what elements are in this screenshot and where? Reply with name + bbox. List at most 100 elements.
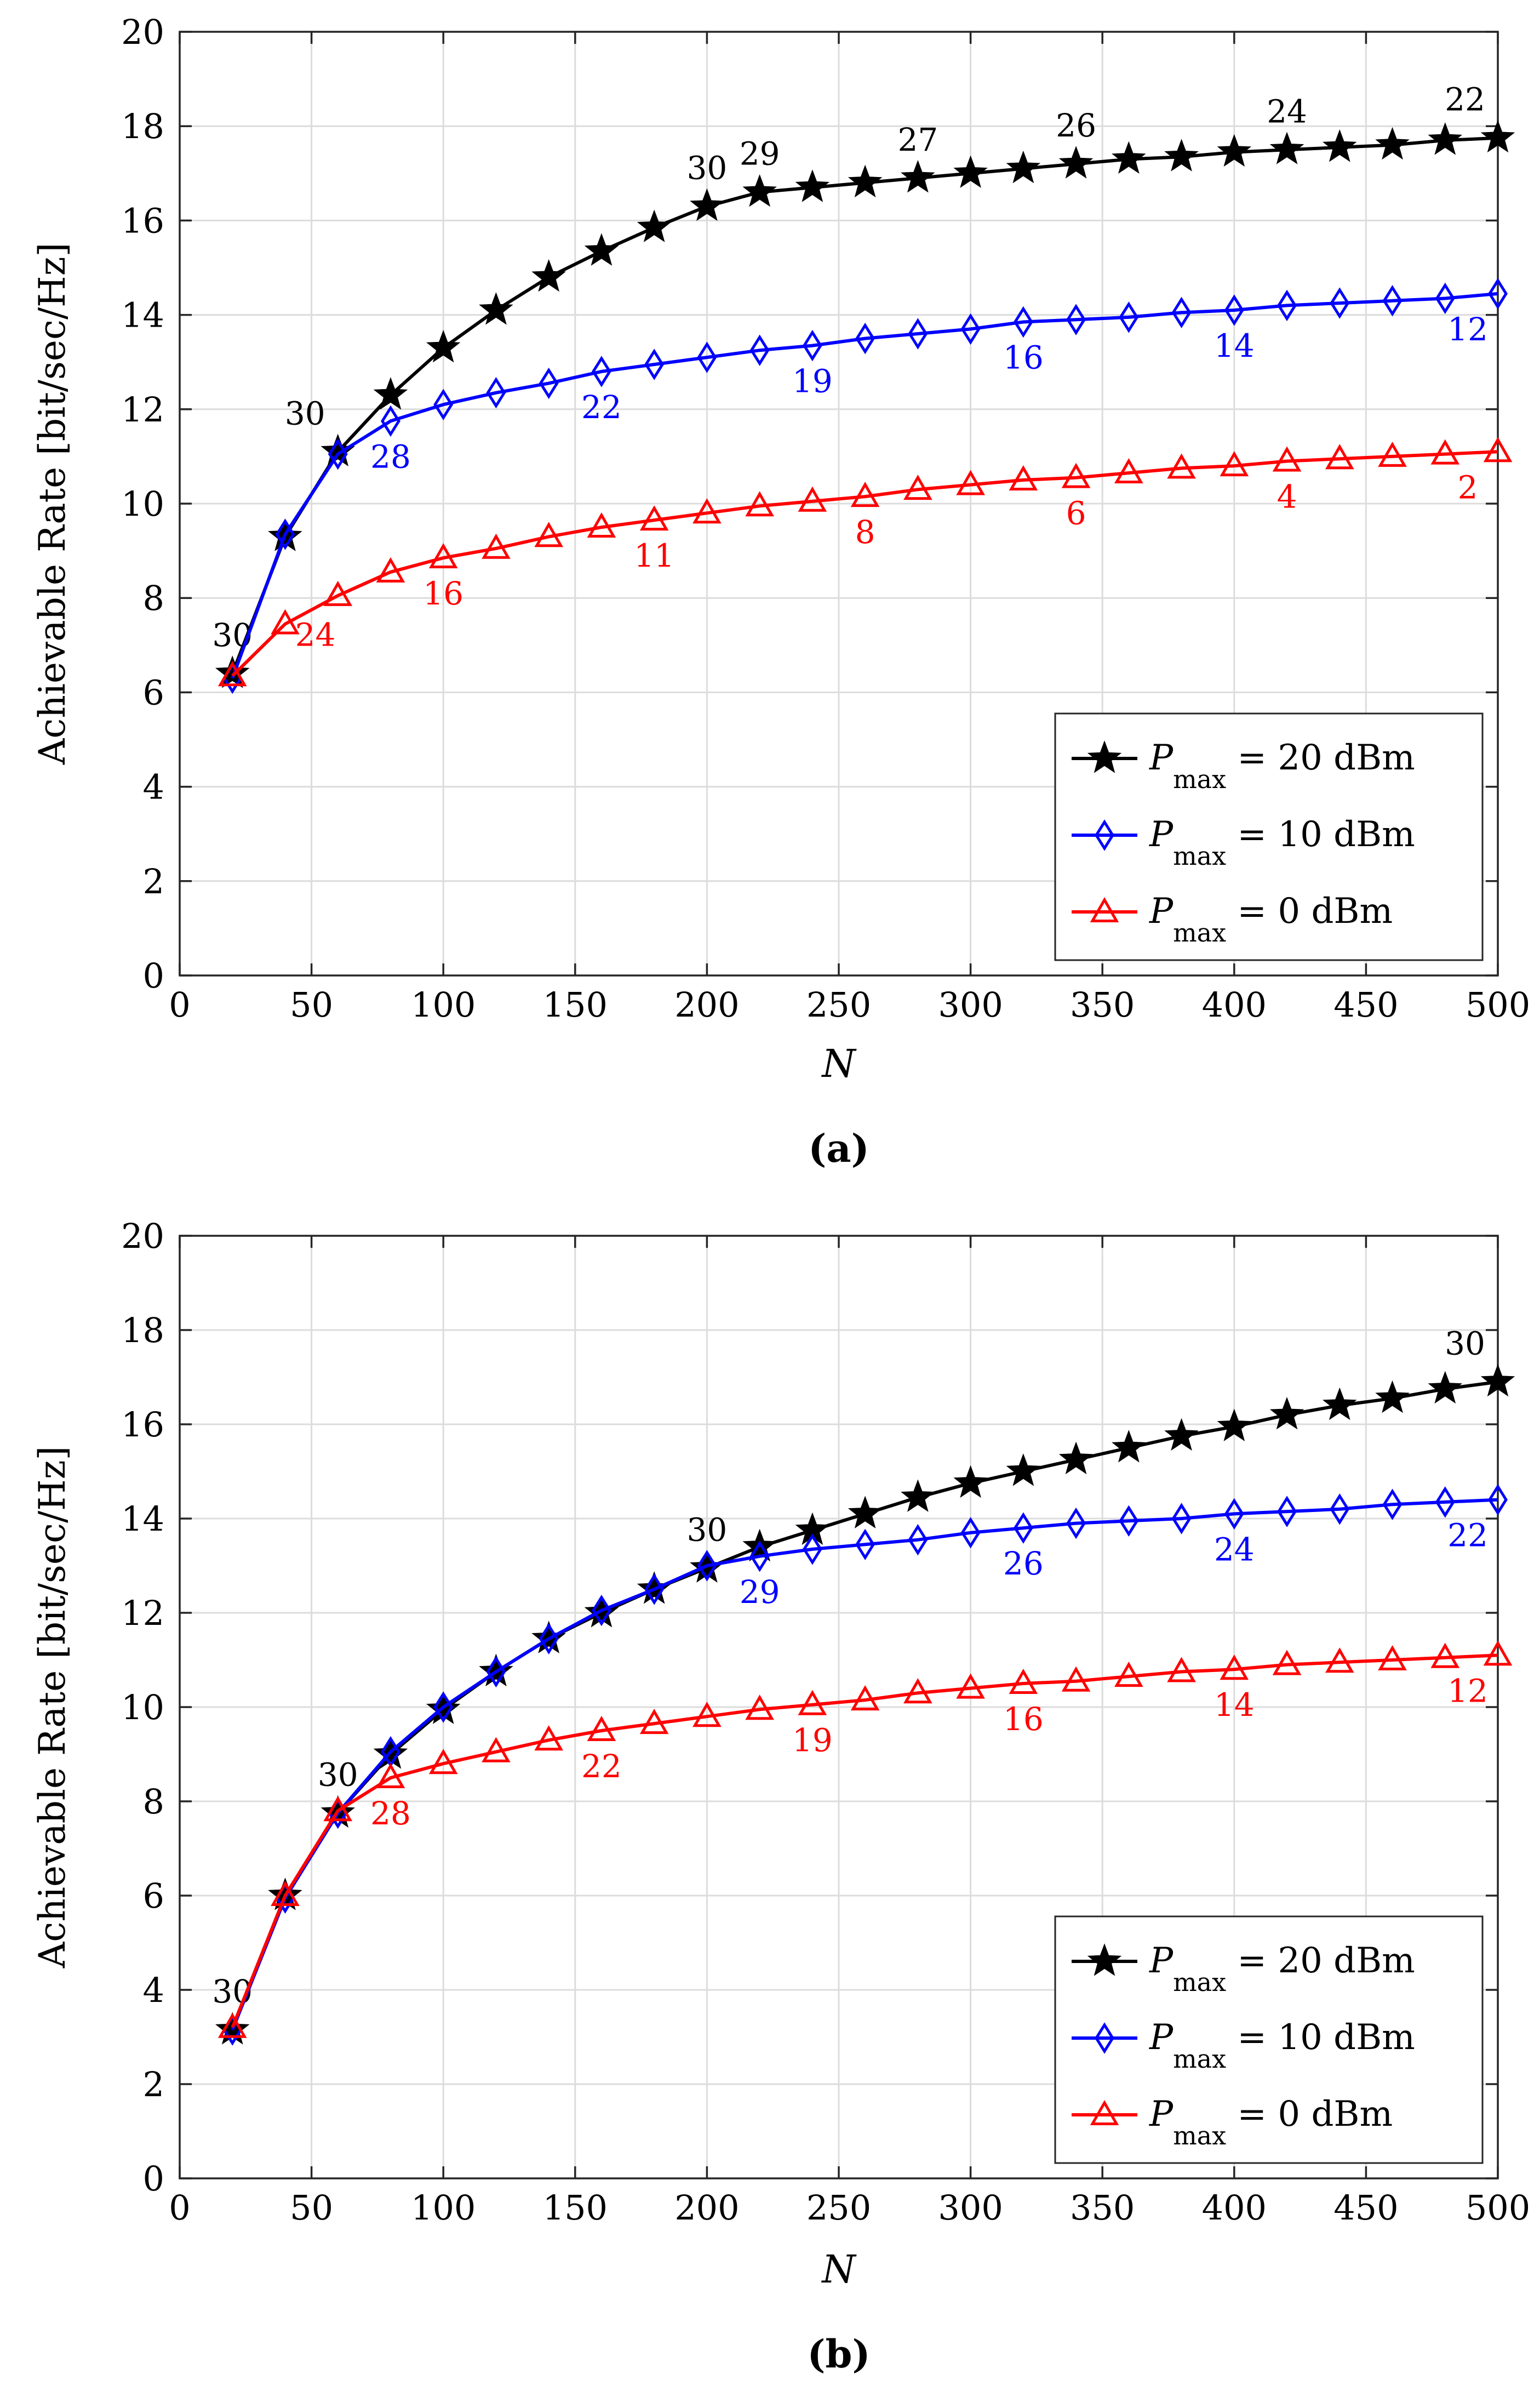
data-point [1272, 446, 1302, 472]
data-point [953, 155, 988, 188]
x-axis-label: N [821, 2247, 857, 2292]
y-tick-label: 10 [121, 1687, 164, 1727]
x-tick-label: 150 [543, 2188, 608, 2228]
data-point [697, 341, 717, 373]
data-point [1171, 296, 1192, 329]
data-point [1269, 132, 1304, 164]
legend-entry: Pmax = 20 dBm [1072, 738, 1415, 794]
data-point [1435, 1486, 1455, 1518]
data-label: 30 [1445, 1325, 1485, 1362]
data-point [482, 1737, 511, 1762]
data-point [692, 498, 722, 524]
y-tick-label: 16 [121, 201, 164, 241]
data-point [1217, 1408, 1252, 1441]
y-tick-label: 6 [143, 672, 164, 712]
data-label: 30 [686, 1511, 727, 1548]
data-point [275, 518, 295, 550]
data-label: 28 [370, 1795, 411, 1832]
data-point [534, 1725, 563, 1751]
data-point [1277, 289, 1297, 322]
data-label: 30 [212, 617, 253, 654]
data-point [1009, 1668, 1038, 1694]
legend-entry: Pmax = 0 dBm [1072, 891, 1393, 948]
y-tick-label: 12 [121, 1593, 164, 1633]
data-point [1220, 451, 1249, 477]
data-label: 30 [686, 150, 727, 187]
data-point [1066, 1507, 1086, 1539]
y-tick-label: 18 [121, 106, 164, 146]
data-point [1224, 294, 1244, 326]
y-tick-label: 0 [143, 2159, 164, 2199]
data-point [1269, 1396, 1304, 1430]
data-label: 16 [1003, 339, 1044, 376]
data-point [901, 1479, 935, 1512]
data-point [1217, 134, 1252, 167]
data-point [381, 405, 400, 437]
legend-entry: Pmax = 10 dBm [1072, 814, 1415, 871]
data-point [855, 1528, 875, 1561]
data-label: 11 [634, 537, 674, 574]
data-point [1164, 1418, 1199, 1451]
data-point [903, 1678, 932, 1704]
data-point [1061, 1666, 1091, 1692]
data-point [271, 609, 300, 635]
data-point [1167, 453, 1196, 479]
data-label: 28 [370, 438, 411, 475]
data-point [1164, 139, 1199, 172]
data-point [271, 1880, 300, 1906]
data-point [1009, 465, 1038, 490]
data-point [690, 188, 724, 221]
y-axis-label: Achievable Rate [bit/sec/Hz] [31, 243, 73, 766]
data-label: 22 [581, 389, 622, 426]
data-point [1330, 287, 1350, 319]
x-tick-label: 50 [290, 985, 333, 1025]
series-line [231, 1653, 1498, 2028]
legend-label: Pmax = 10 dBm [1149, 814, 1415, 871]
data-point [1006, 150, 1041, 184]
data-point [798, 1690, 827, 1715]
data-point [486, 1656, 506, 1688]
data-point [1224, 1498, 1244, 1530]
data-point [1061, 463, 1091, 488]
legend-label: Pmax = 20 dBm [1149, 738, 1415, 794]
legend-marker [1090, 897, 1119, 922]
y-axis-label: Achievable Rate [bit/sec/Hz] [31, 1446, 73, 1969]
x-tick-label: 300 [938, 2188, 1003, 2228]
data-point [697, 1550, 717, 1582]
data-point [433, 1691, 454, 1723]
data-point [795, 169, 830, 202]
data-point [1378, 1645, 1407, 1670]
y-tick-label: 14 [121, 295, 164, 335]
y-tick-label: 14 [121, 1499, 164, 1539]
data-point [1277, 1496, 1297, 1527]
data-point [956, 470, 985, 495]
data-point [960, 1517, 981, 1549]
data-point [1428, 122, 1463, 155]
data-point [1480, 1363, 1515, 1397]
data-point [1322, 129, 1357, 162]
legend-label: Pmax = 20 dBm [1149, 1941, 1415, 1997]
y-tick-label: 8 [143, 1782, 164, 1822]
data-point [953, 1465, 988, 1498]
legend-label: Pmax = 10 dBm [1149, 2017, 1415, 2074]
y-tick-label: 4 [143, 1970, 164, 2010]
series-line [231, 136, 1498, 675]
data-point [539, 1623, 559, 1655]
data-point [1171, 1503, 1192, 1534]
series-line [231, 292, 1498, 679]
data-label: 12 [1447, 311, 1488, 348]
data-point [644, 349, 665, 380]
data-point [323, 1796, 353, 1822]
data-point [376, 1762, 405, 1788]
x-tick-label: 250 [806, 2188, 871, 2228]
legend-label: Pmax = 0 dBm [1149, 2094, 1393, 2150]
data-point [956, 1673, 985, 1699]
data-point [482, 533, 511, 559]
data-point [637, 209, 672, 242]
data-label: 16 [423, 575, 463, 612]
data-point [802, 329, 822, 362]
data-label: 8 [855, 513, 875, 551]
chart-panel-a: 0 50 100 150 200 250 300 350 400 450 5000246810121… [31, 12, 1530, 1171]
